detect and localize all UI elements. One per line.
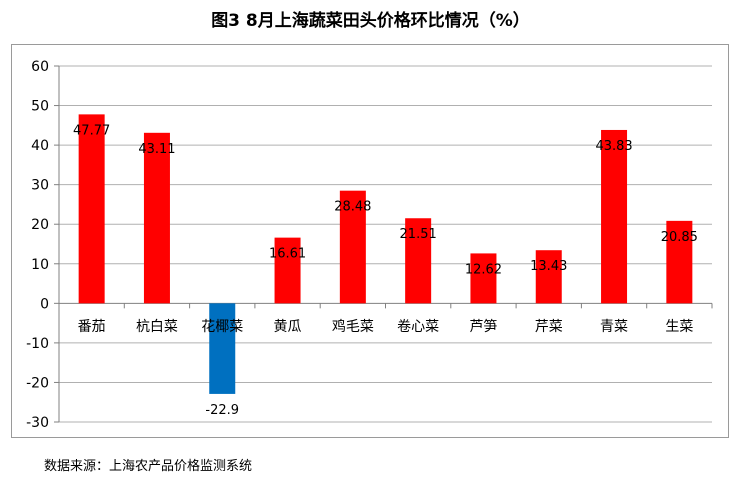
data-label: 47.77 <box>73 123 110 138</box>
bars <box>78 114 693 394</box>
source-note: 数据来源：上海农产品价格监测系统 <box>44 459 253 474</box>
chart-title: 图3 8月上海蔬菜田头价格环比情况（%） <box>211 11 530 31</box>
data-label: -22.9 <box>205 403 239 418</box>
category-label: 花椰菜 <box>201 319 243 335</box>
axes <box>54 65 713 423</box>
y-tick-label: 20 <box>31 217 49 233</box>
bar <box>666 220 693 304</box>
category-label: 生菜 <box>665 319 693 335</box>
data-label: 13.43 <box>530 259 567 274</box>
bar <box>143 132 170 304</box>
y-tick-label: -10 <box>26 336 49 352</box>
y-tick-label: 40 <box>31 138 49 154</box>
bar <box>601 129 628 304</box>
bar <box>78 114 105 304</box>
y-tick-label: 30 <box>31 178 49 194</box>
y-tick-label: 50 <box>31 99 49 115</box>
category-label: 青菜 <box>600 319 628 335</box>
bar <box>274 237 301 304</box>
category-label: 杭白菜 <box>136 319 178 335</box>
category-label: 鸡毛菜 <box>332 318 374 335</box>
data-label: 28.48 <box>334 200 371 215</box>
bar <box>535 250 562 304</box>
category-label: 卷心菜 <box>397 319 439 335</box>
y-tick-label: 0 <box>40 296 49 312</box>
bar <box>209 303 236 394</box>
y-tick-label: -20 <box>26 375 49 391</box>
bar-chart: 60 50 40 30 20 10 0 -10 -20 -30 番茄 47.77 杭白菜 43.11 花椰菜… <box>26 59 713 431</box>
data-label: 21.51 <box>400 227 437 242</box>
y-tick-label: 60 <box>31 59 49 75</box>
data-label: 43.11 <box>138 142 175 157</box>
category-label: 芦笋 <box>469 318 497 335</box>
labels: 60 50 40 30 20 10 0 -10 -20 -30 番茄 47.77 杭白菜 43.11 花椰菜… <box>26 59 698 431</box>
category-label: 黄瓜 <box>274 318 302 335</box>
data-label: 16.61 <box>269 247 306 262</box>
y-tick-label: 10 <box>31 257 49 273</box>
category-label: 番茄 <box>78 318 106 335</box>
data-label: 20.85 <box>661 230 698 245</box>
bar <box>405 218 432 304</box>
data-label: 43.83 <box>595 139 632 154</box>
bar <box>339 190 366 304</box>
data-label: 12.62 <box>465 262 502 277</box>
category-label: 芹菜 <box>535 319 563 335</box>
bar <box>470 253 497 304</box>
y-tick-label: -30 <box>26 415 49 431</box>
chart-frame <box>11 44 729 438</box>
